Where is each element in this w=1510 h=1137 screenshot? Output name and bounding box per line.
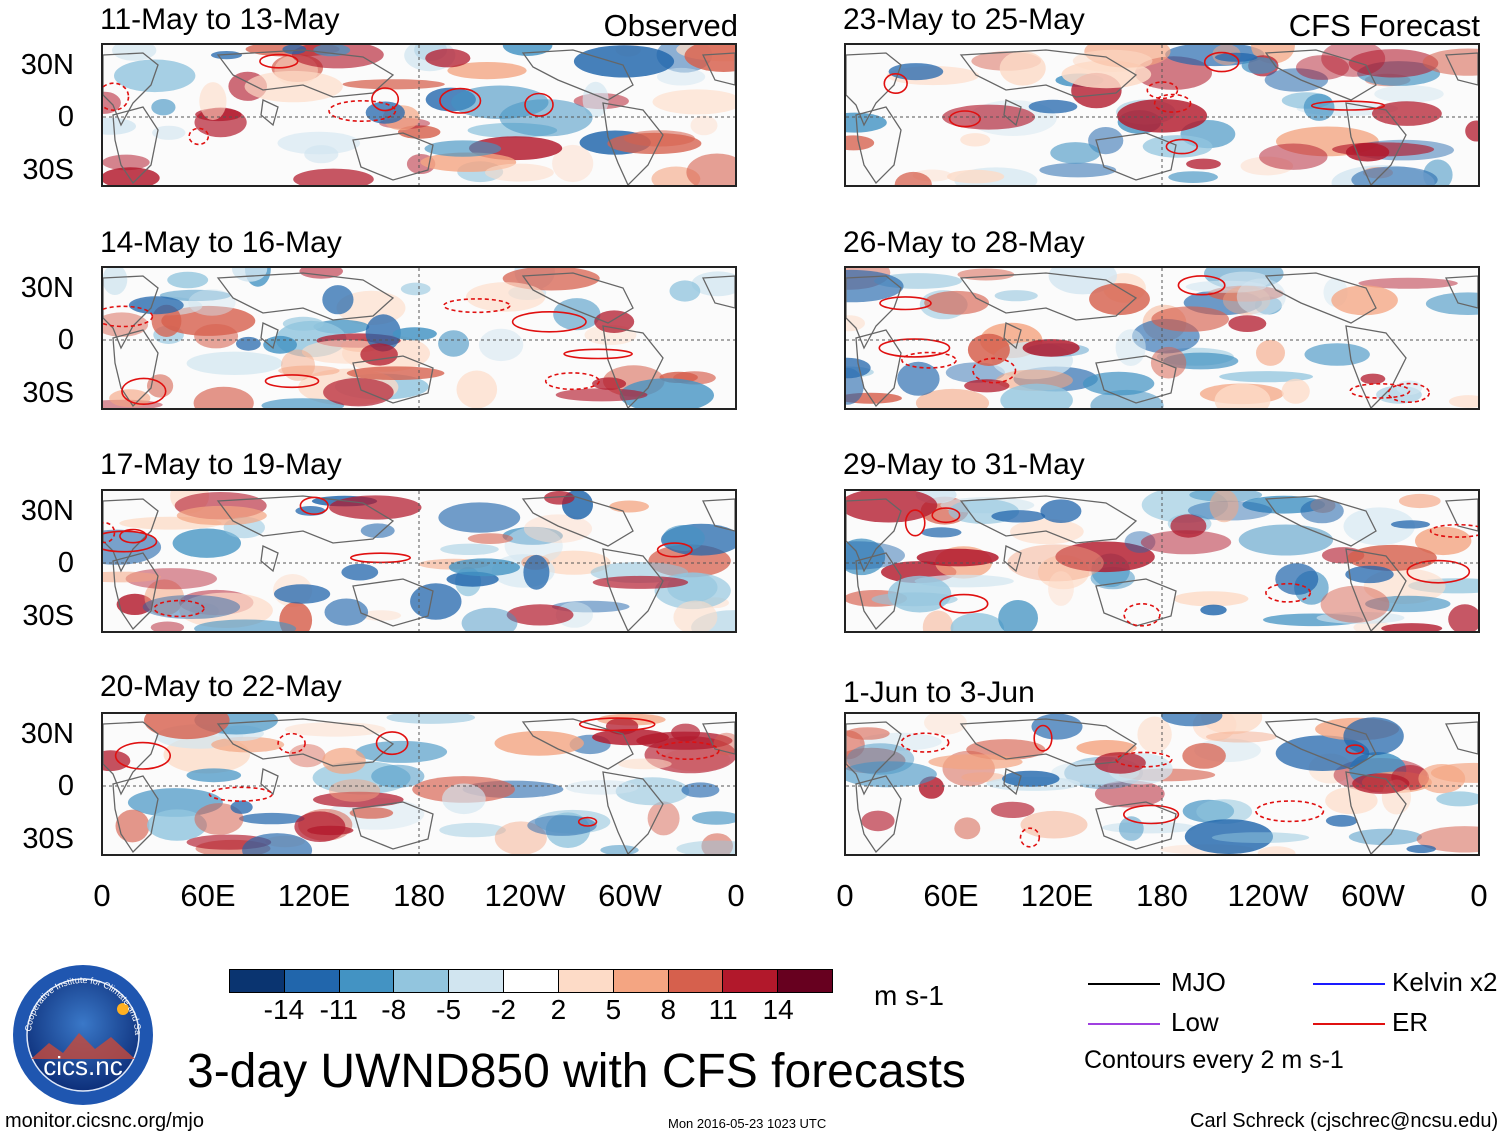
lon-label: 0	[836, 878, 854, 913]
lat-label-eq: 0	[57, 324, 74, 356]
footer-url: monitor.cicsnc.org/mjo	[5, 1110, 204, 1132]
colorbar-tick-label: -8	[381, 994, 407, 1025]
colorbar-swatch	[338, 970, 394, 992]
lon-label: 0	[727, 878, 745, 913]
legend-line-er	[1313, 1023, 1385, 1025]
legend-label-er: ER	[1392, 1007, 1429, 1037]
panel-title-fc-1: 23-May to 25-May	[843, 3, 1085, 36]
legend-line-mjo	[1088, 983, 1160, 985]
colorbar-swatch	[612, 970, 668, 992]
observed-tag: Observed	[603, 8, 738, 43]
lat-label-30s: 30S	[22, 154, 74, 186]
map-panel-obs-2	[101, 266, 737, 410]
panel-title-obs-2: 14-May to 16-May	[100, 226, 342, 259]
map-panel-fc-1	[844, 43, 1480, 187]
lat-label-30s: 30S	[22, 600, 74, 632]
colorbar-swatch	[667, 970, 723, 992]
legend-label-mjo: MJO	[1171, 967, 1226, 997]
lon-label: 60W	[1341, 878, 1405, 913]
colorbar-units: m s-1	[874, 980, 944, 1011]
panel-title-fc-2: 26-May to 28-May	[843, 226, 1085, 259]
legend-line-kelvin	[1313, 983, 1385, 985]
lat-label-30n: 30N	[20, 272, 74, 304]
map-panel-fc-2	[844, 266, 1480, 410]
colorbar-swatch	[448, 970, 504, 992]
map-panel-obs-1	[101, 43, 737, 187]
colorbar-swatch	[557, 970, 613, 992]
footer-timestamp: Mon 2016-05-23 1023 UTC	[668, 1116, 827, 1131]
colorbar-swatch	[283, 970, 339, 992]
lat-label-eq: 0	[57, 547, 74, 579]
panel-title-fc-3: 29-May to 31-May	[843, 448, 1085, 481]
panel-title-obs-4: 20-May to 22-May	[100, 670, 342, 703]
forecast-tag: CFS Forecast	[1288, 8, 1480, 43]
colorbar-swatch	[230, 970, 284, 992]
panel-title-fc-4: 1-Jun to 3-Jun	[843, 676, 1035, 709]
lat-label-30n: 30N	[20, 49, 74, 81]
panel-title-obs-1: 11-May to 13-May	[100, 3, 340, 36]
panel-title-obs-3: 17-May to 19-May	[100, 448, 342, 481]
colorbar-swatch	[393, 970, 449, 992]
main-title: 3-day UWND850 with CFS forecasts	[187, 1045, 966, 1098]
colorbar-tick-label: 2	[550, 994, 567, 1025]
lon-label: 120E	[277, 878, 351, 913]
colorbar	[229, 969, 833, 993]
colorbar-swatch	[777, 970, 832, 992]
colorbar-tick-label: -14	[263, 994, 305, 1025]
colorbar-tick-label: -5	[436, 994, 462, 1025]
lon-label: 0	[1470, 878, 1488, 913]
lat-label-30s: 30S	[22, 823, 74, 855]
lon-label: 120E	[1020, 878, 1094, 913]
colorbar-tick-label: -2	[491, 994, 516, 1025]
legend-label-kelvin: Kelvin x2	[1392, 967, 1498, 997]
map-panel-fc-3	[844, 489, 1480, 633]
lon-label: 60E	[923, 878, 979, 913]
lon-label: 180	[1136, 878, 1188, 913]
logo-text: cics.nc	[43, 1051, 122, 1081]
lat-label-30s: 30S	[22, 377, 74, 409]
lat-label-eq: 0	[57, 770, 74, 802]
map-panel-obs-3	[101, 489, 737, 633]
legend-line-low	[1088, 1023, 1160, 1025]
colorbar-tick-label: 11	[708, 994, 738, 1025]
colorbar-tick-label: -11	[319, 994, 358, 1025]
colorbar-tick-label: 14	[762, 994, 794, 1025]
lon-label: 0	[93, 878, 111, 913]
map-panel-obs-4	[101, 712, 737, 856]
map-panel-fc-4	[844, 712, 1480, 856]
lat-label-eq: 0	[57, 101, 74, 133]
colorbar-swatch	[722, 970, 778, 992]
footer-author: Carl Schreck (cjschrec@ncsu.edu)	[1190, 1110, 1499, 1132]
lon-label: 180	[393, 878, 445, 913]
cics-logo: cics.nc Cooperative Institute for Climat…	[11, 963, 153, 1105]
colorbar-swatch	[503, 970, 558, 992]
contours-note: Contours every 2 m s-1	[1084, 1046, 1344, 1074]
lat-label-30n: 30N	[20, 495, 74, 527]
colorbar-tick-label: 5	[605, 994, 622, 1025]
legend-label-low: Low	[1171, 1007, 1219, 1037]
lon-label: 60W	[598, 878, 662, 913]
lon-label: 60E	[180, 878, 236, 913]
lon-label: 120W	[484, 878, 566, 913]
lon-label: 120W	[1227, 878, 1309, 913]
colorbar-tick-label: 8	[660, 994, 677, 1025]
lat-label-30n: 30N	[20, 718, 74, 750]
